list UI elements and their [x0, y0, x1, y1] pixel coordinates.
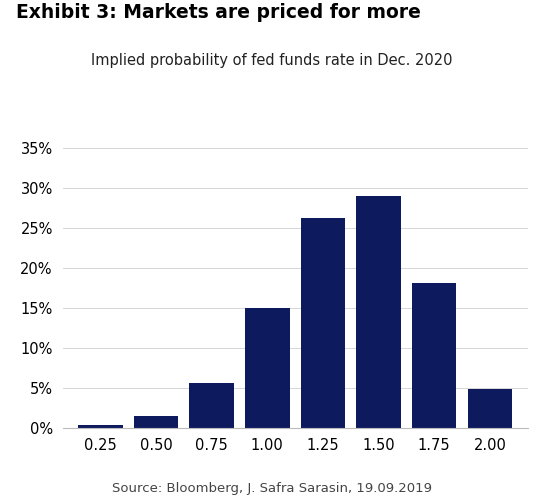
Bar — [78, 425, 122, 428]
Text: Source: Bloomberg, J. Safra Sarasin, 19.09.2019: Source: Bloomberg, J. Safra Sarasin, 19.… — [112, 482, 432, 495]
Bar — [301, 218, 345, 428]
Bar — [468, 389, 512, 428]
Text: Exhibit 3: Markets are priced for more: Exhibit 3: Markets are priced for more — [16, 2, 421, 22]
Bar — [412, 283, 456, 428]
Bar — [134, 416, 178, 428]
Text: Implied probability of fed funds rate in Dec. 2020: Implied probability of fed funds rate in… — [91, 52, 453, 68]
Bar — [245, 308, 289, 428]
Bar — [189, 383, 234, 428]
Bar — [356, 196, 401, 428]
